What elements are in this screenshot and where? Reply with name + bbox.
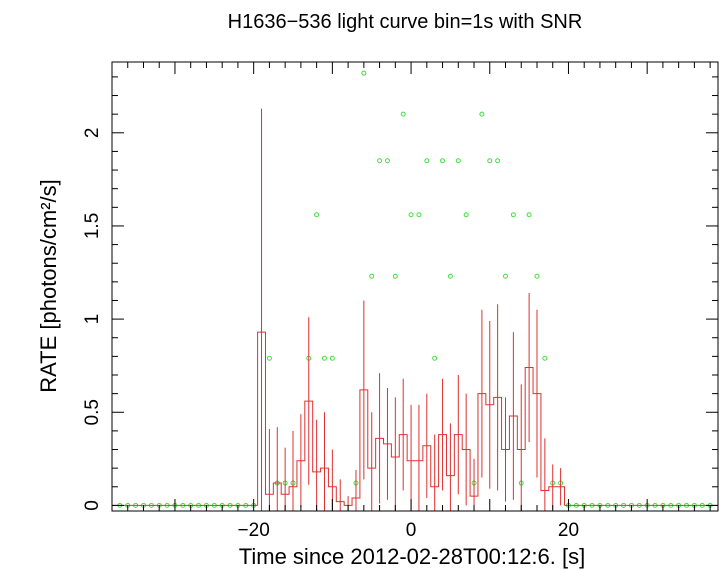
snr-marker xyxy=(416,212,422,218)
snr-marker xyxy=(440,158,446,164)
snr-marker xyxy=(455,158,461,164)
y-axis-label: RATE [photons/cm²/s] xyxy=(36,179,61,393)
x-tick-label: −20 xyxy=(238,520,270,541)
plot-marks xyxy=(112,70,718,511)
snr-marker xyxy=(526,212,532,218)
y-tick-label: 0.5 xyxy=(82,399,103,425)
snr-marker xyxy=(503,273,509,279)
y-tick-label: 2 xyxy=(82,128,103,139)
snr-marker xyxy=(408,212,414,218)
y-tick-label: 0 xyxy=(82,500,103,511)
x-axis-label: Time since 2012-02-28T00:12:6. [s] xyxy=(239,544,585,569)
plot-frame xyxy=(111,61,719,512)
rate-step-line xyxy=(257,331,566,506)
x-tick-label: 0 xyxy=(406,520,417,541)
snr-marker xyxy=(361,70,367,76)
snr-marker xyxy=(400,111,406,117)
snr-marker xyxy=(495,158,501,164)
y-tick-label: 1.5 xyxy=(82,213,103,239)
snr-marker xyxy=(384,158,390,164)
snr-marker xyxy=(447,273,453,279)
snr-marker xyxy=(321,355,327,361)
snr-marker xyxy=(479,111,485,117)
snr-marker xyxy=(432,355,438,361)
snr-marker xyxy=(314,212,320,218)
y-tick-label: 1 xyxy=(82,314,103,325)
snr-marker xyxy=(542,355,548,361)
snr-marker xyxy=(424,158,430,164)
snr-marker xyxy=(534,273,540,279)
snr-marker xyxy=(329,355,335,361)
snr-marker xyxy=(510,212,516,218)
snr-marker xyxy=(369,273,375,279)
snr-marker xyxy=(266,355,272,361)
chart-title: H1636−536 light curve bin=1s with SNR xyxy=(228,11,583,33)
snr-marker xyxy=(487,158,493,164)
plot-axes: −20 0 20 0 0.5 1 1.5 2 xyxy=(82,61,719,541)
x-tick-label: 20 xyxy=(558,520,579,541)
snr-marker xyxy=(463,212,469,218)
snr-marker xyxy=(377,158,383,164)
snr-marker xyxy=(392,273,398,279)
